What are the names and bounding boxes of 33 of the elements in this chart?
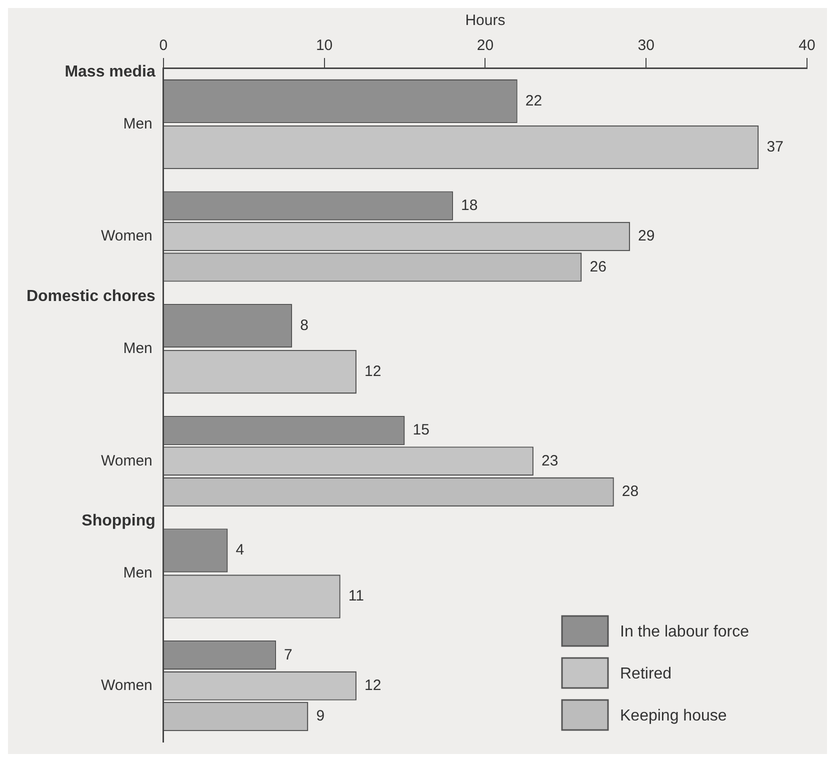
data-label: 12	[364, 363, 382, 380]
data-label: 8	[300, 316, 308, 334]
x-tick-label: 0	[159, 37, 168, 54]
data-label: 9	[316, 708, 325, 725]
x-tick-label: 30	[638, 37, 654, 54]
legend-label: Keeping house	[620, 707, 727, 724]
y-tick-label: Men	[123, 340, 152, 357]
x-tick-label: 20	[476, 37, 494, 54]
data-label: 7	[284, 646, 292, 664]
data-label: 15	[412, 422, 430, 439]
data-label: 11	[348, 588, 364, 605]
data-label: 26	[590, 258, 606, 276]
data-label: 23	[541, 452, 558, 470]
data-label: 18	[461, 196, 478, 214]
x-tick-label: 10	[316, 37, 333, 54]
y-tick-label: Men	[123, 115, 152, 132]
data-label: 28	[622, 483, 639, 500]
x-axis-title: Hours	[465, 12, 506, 30]
data-label: 12	[364, 676, 382, 694]
data-label: 22	[525, 92, 542, 110]
data-label: 4	[236, 542, 244, 559]
legend-label: In the labour force	[620, 623, 750, 640]
y-tick-label: Women	[100, 228, 152, 245]
data-label: 37	[766, 138, 784, 156]
text: Domestic chores	[26, 288, 156, 306]
text: Mass media	[64, 63, 156, 80]
y-tick-label: Women	[100, 676, 152, 694]
x-tick-label: 40	[798, 37, 816, 54]
y-tick-label: Men	[123, 564, 152, 582]
text: Shopping	[82, 512, 156, 530]
y-tick-label: Women	[100, 452, 152, 470]
data-label: 29	[638, 228, 655, 245]
legend-label: Retired	[620, 665, 672, 682]
